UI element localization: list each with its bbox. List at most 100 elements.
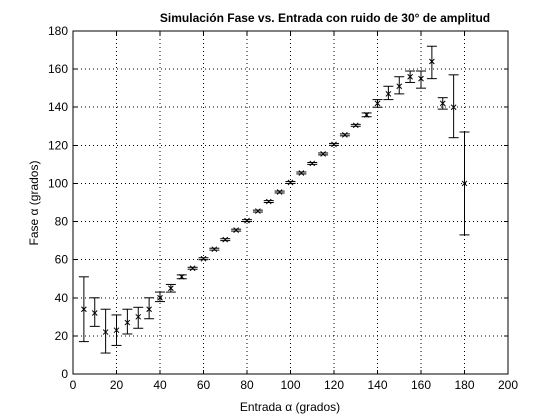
data-point [307, 160, 318, 167]
data-point [155, 291, 165, 303]
x-marker-stroke-b [211, 246, 218, 253]
data-point [405, 70, 416, 83]
y-tick-label: 140 [48, 100, 68, 114]
data-point [144, 297, 155, 320]
data-point [133, 306, 144, 329]
x-tick-label: 140 [367, 378, 387, 392]
x-tick-label: 160 [411, 378, 431, 392]
x-marker-stroke-b [244, 217, 250, 224]
data-point [329, 141, 339, 148]
x-marker-stroke-b [439, 100, 446, 107]
x-marker-stroke-b [287, 179, 294, 186]
data-point [209, 246, 220, 253]
data-point [231, 227, 242, 233]
y-tick-label: 160 [48, 62, 68, 76]
x-marker-stroke-b [418, 75, 424, 82]
x-marker-stroke-b [396, 83, 403, 90]
data-point [263, 198, 274, 205]
data-point [242, 217, 252, 224]
x-marker-stroke-b [265, 198, 272, 205]
data-point [296, 170, 307, 176]
x-tick-label: 40 [153, 378, 167, 392]
x-marker-stroke-b [189, 265, 196, 272]
x-marker-stroke-b [374, 100, 381, 107]
y-tick-label: 40 [55, 291, 69, 305]
data-point [78, 276, 89, 343]
x-tick-labels: 0 20 40 60 80 100 120 140 160 180 200 [70, 378, 519, 392]
data-point [372, 99, 383, 108]
x-tick-label: 0 [70, 378, 77, 392]
x-marker-stroke-b [124, 319, 131, 326]
chart-title: Simulación Fase vs. Entrada con ruido de… [160, 11, 490, 25]
x-marker-stroke-b [222, 236, 229, 243]
data-point [394, 76, 405, 95]
x-marker-stroke-b [146, 306, 152, 313]
x-tick-label: 180 [454, 378, 474, 392]
x-marker-stroke-b [320, 151, 326, 157]
data-point [318, 151, 329, 157]
data-point [350, 122, 361, 129]
x-tick-label: 80 [240, 378, 254, 392]
x-tick-label: 60 [197, 378, 211, 392]
y-axis-label: Fase α (grados) [27, 161, 41, 246]
y-tick-label: 120 [48, 138, 68, 152]
data-point [220, 236, 231, 243]
data-point [383, 85, 394, 101]
data-point [448, 74, 459, 139]
data-point [176, 273, 187, 280]
x-tick-label: 100 [280, 378, 300, 392]
x-tick-label: 200 [498, 378, 518, 392]
x-tick-label: 120 [324, 378, 344, 392]
x-marker-stroke-b [407, 73, 413, 80]
data-point [361, 111, 372, 118]
x-marker-stroke-b [233, 227, 239, 233]
x-marker-stroke-b [200, 255, 207, 262]
x-marker-stroke-b [461, 180, 468, 187]
x-marker-stroke-b [102, 329, 109, 335]
x-marker-stroke-b [450, 104, 457, 111]
y-tick-label: 0 [61, 367, 68, 381]
data-point [285, 179, 296, 186]
x-marker-stroke-b [342, 131, 348, 138]
x-marker-stroke-b [352, 122, 359, 129]
data-point [252, 208, 263, 214]
data-point [198, 255, 209, 262]
data-point [437, 97, 448, 110]
data-point [111, 314, 122, 346]
data-point [416, 70, 426, 89]
data-point [89, 297, 100, 327]
x-axis-label: Entrada α (grados) [240, 400, 340, 414]
x-marker-stroke-b [309, 160, 316, 167]
x-marker-stroke-b [429, 58, 435, 65]
x-marker-stroke-b [168, 285, 174, 292]
data-point [187, 265, 198, 272]
y-tick-labels: 0 20 40 60 80 100 120 140 160 180 [48, 24, 68, 381]
x-marker-stroke-b [331, 141, 337, 148]
data-point [426, 45, 437, 80]
x-marker-stroke-b [113, 327, 120, 334]
data-points [78, 45, 470, 354]
x-marker-stroke-b [81, 306, 87, 313]
y-tick-label: 60 [55, 253, 69, 267]
data-point [339, 131, 350, 138]
x-marker-stroke-b [157, 294, 163, 301]
y-tick-label: 180 [48, 24, 68, 38]
data-point [274, 189, 285, 195]
y-tick-label: 100 [48, 176, 68, 190]
data-point [459, 131, 470, 236]
x-marker-stroke-b [91, 310, 98, 316]
x-marker-stroke-b [135, 313, 142, 320]
x-marker-stroke-b [363, 111, 370, 118]
x-tick-label: 20 [110, 378, 124, 392]
x-marker-stroke-b [255, 208, 261, 214]
x-marker-stroke-b [178, 273, 185, 280]
x-marker-stroke-b [298, 170, 305, 176]
data-point [165, 283, 176, 293]
x-marker-stroke-b [385, 91, 392, 97]
data-point [122, 308, 133, 335]
y-tick-label: 20 [55, 329, 69, 343]
tick-marks [72, 30, 509, 375]
x-marker-stroke-b [276, 189, 283, 195]
